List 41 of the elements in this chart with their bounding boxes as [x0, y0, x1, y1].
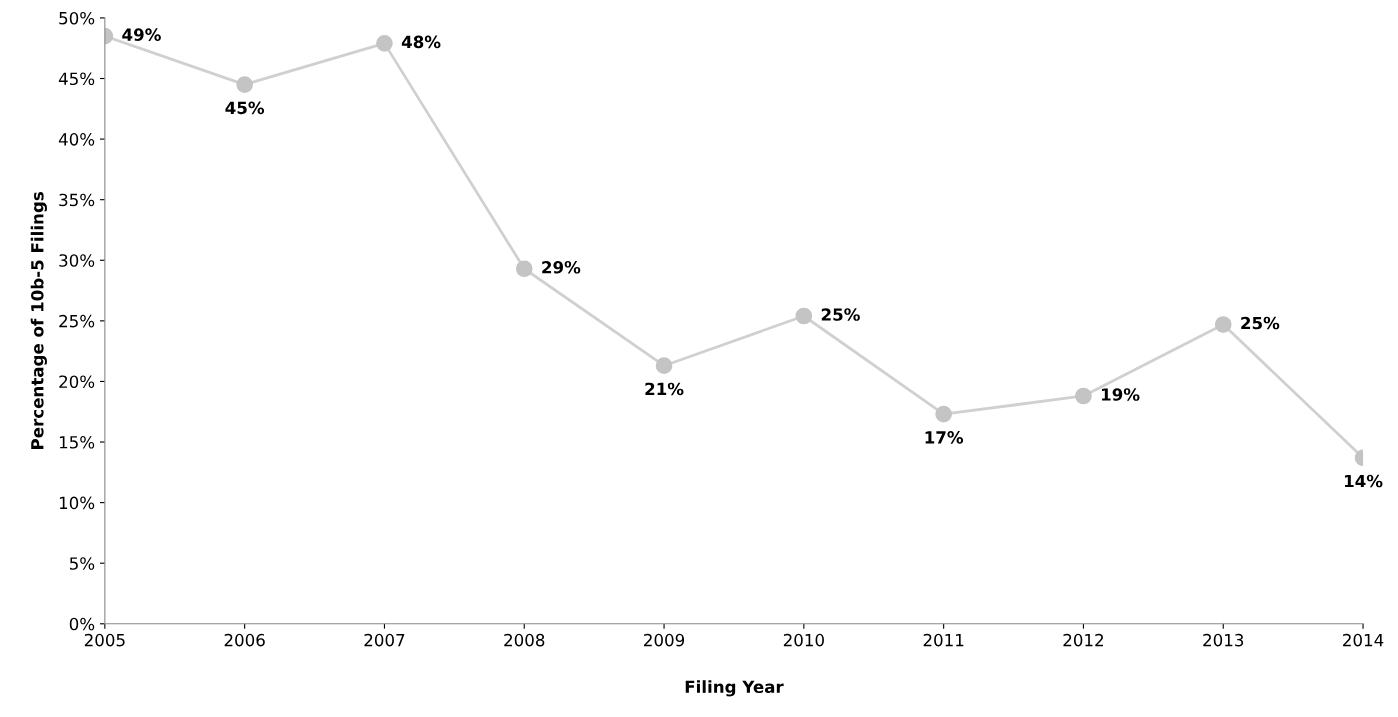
- x-tick-label: 2006: [224, 633, 265, 647]
- y-tick-label: 0%: [69, 617, 95, 631]
- x-tick-label: 2011: [923, 633, 964, 647]
- y-tick-label: 5%: [69, 557, 95, 570]
- data-label: 49%: [122, 28, 161, 41]
- data-label: 45%: [225, 101, 265, 115]
- x-tick-label: 2005: [84, 633, 125, 647]
- data-label: 25%: [821, 308, 860, 321]
- data-label: 29%: [542, 260, 581, 274]
- y-tick-label: 25%: [59, 314, 95, 328]
- y-tick-label: 50%: [59, 11, 95, 25]
- point: [655, 357, 673, 375]
- x-tick-label: 2013: [1203, 633, 1244, 647]
- y-tick-label: 35%: [59, 193, 95, 207]
- x-tick-label: 2008: [504, 633, 545, 647]
- data-label: 17%: [925, 431, 964, 444]
- x-tick-label: 2007: [364, 633, 405, 647]
- y-tick-label: 10%: [59, 496, 95, 510]
- point: [236, 76, 253, 93]
- data-label: 14%: [1344, 474, 1383, 488]
- data-label: 25%: [1241, 316, 1280, 330]
- x-tick-label: 2010: [783, 633, 824, 647]
- y-tick-label: 40%: [58, 133, 95, 146]
- y-tick-label: 30%: [59, 254, 95, 267]
- y-tick-label: 45%: [58, 72, 95, 86]
- data-label: 19%: [1102, 388, 1140, 401]
- x-tick-label: 2014: [1343, 633, 1384, 647]
- y-axis-title: Percentage of 10b-5 Filings: [30, 192, 47, 449]
- y-tick-label: 15%: [59, 435, 95, 449]
- point: [376, 35, 393, 52]
- point: [795, 307, 813, 325]
- point: [515, 260, 533, 278]
- x-tick-label: 2012: [1063, 633, 1103, 647]
- data-label: 21%: [645, 382, 684, 396]
- point: [1214, 316, 1232, 333]
- point: [1075, 387, 1092, 405]
- point: [935, 405, 952, 423]
- data-label: 48%: [401, 35, 441, 49]
- x-tick-label: 2009: [644, 633, 685, 647]
- y-tick-label: 20%: [59, 375, 95, 389]
- x-axis-title: Filing Year: [685, 680, 784, 697]
